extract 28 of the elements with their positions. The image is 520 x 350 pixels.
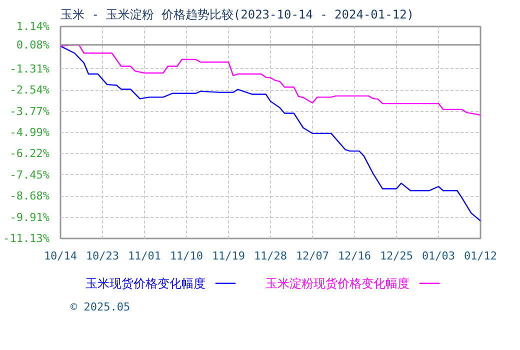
x-tick-label: 10/14 bbox=[44, 250, 78, 262]
chart-title: 玉米 - 玉米淀粉 价格趋势比较(2023-10-14 - 2024-01-12) bbox=[60, 8, 414, 22]
text: © 2025.05 bbox=[70, 300, 130, 314]
x-tick-label: 11/19 bbox=[212, 250, 246, 262]
legend-label: 玉米淀粉现货价格变化幅度 bbox=[266, 276, 410, 290]
y-tick-label: -9.91% bbox=[10, 210, 50, 224]
x-tick-label: 12/25 bbox=[380, 250, 414, 262]
x-tick-label: 01/12 bbox=[464, 250, 498, 262]
y-tick-label: -4.99% bbox=[10, 126, 50, 139]
legend-label: 玉米现货价格变化幅度 bbox=[86, 276, 206, 290]
x-tick-label: 10/23 bbox=[86, 250, 120, 262]
y-tick-label: -8.68% bbox=[10, 190, 50, 203]
x-tick-label: 12/16 bbox=[338, 250, 372, 262]
y-tick-label: -6.22% bbox=[10, 147, 50, 160]
y-tick-label: -2.54% bbox=[10, 84, 50, 97]
y-tick-label: -7.45% bbox=[10, 168, 50, 182]
y-tick-label: 1.14% bbox=[16, 20, 50, 33]
y-tick-label: -11.13% bbox=[3, 232, 50, 245]
line-series bbox=[60, 44, 480, 116]
y-tick-label: -1.31% bbox=[10, 62, 50, 76]
x-tick-label: 11/01 bbox=[128, 250, 162, 262]
x-tick-label: 12/07 bbox=[296, 250, 330, 262]
x-tick-label: 11/10 bbox=[170, 250, 204, 262]
line-series bbox=[60, 46, 480, 222]
x-tick-label: 01/03 bbox=[422, 250, 456, 262]
y-tick-label: 0.08% bbox=[16, 38, 50, 52]
x-tick-label: 11/28 bbox=[254, 250, 288, 262]
y-tick-label: -3.77% bbox=[10, 104, 50, 118]
